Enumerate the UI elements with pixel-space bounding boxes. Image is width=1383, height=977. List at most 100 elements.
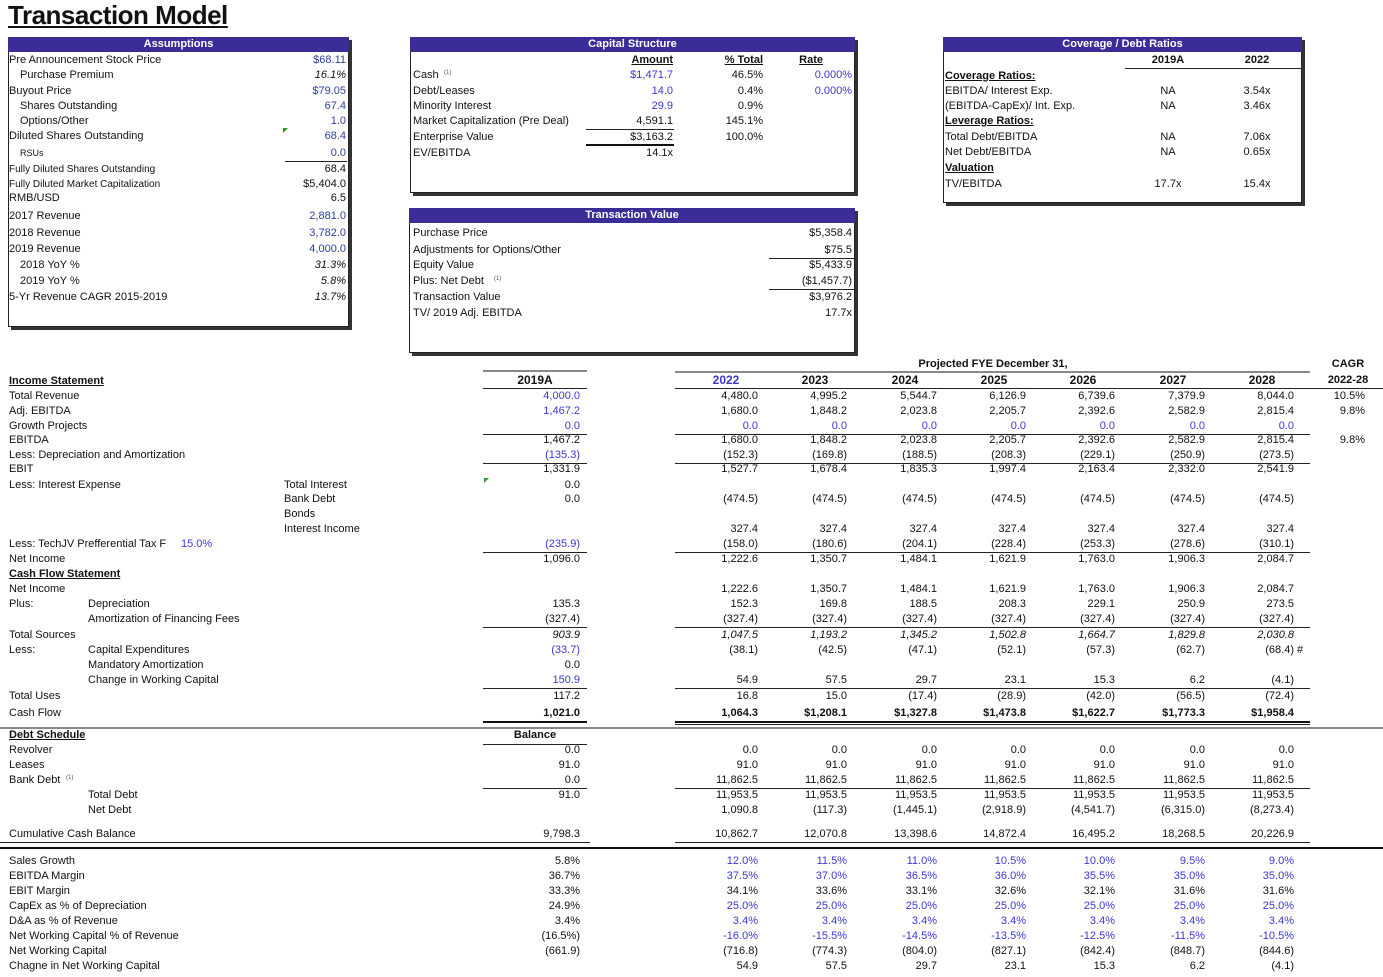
projected-value: 327.4 — [1177, 523, 1205, 535]
divider-line — [0, 727, 1383, 729]
projected-value: 15.3 — [1093, 674, 1115, 686]
projected-value: (6,315.0) — [1160, 804, 1205, 816]
projected-value: (474.5) — [812, 493, 847, 505]
actual-2019-value: 1,096.0 — [543, 553, 580, 565]
projected-value: 11,862.5 — [1072, 774, 1115, 786]
projected-value: 0.0 — [1099, 744, 1115, 756]
projected-value: 327.4 — [730, 523, 758, 535]
comment-indicator-icon[interactable] — [484, 478, 489, 483]
divider-line — [483, 370, 587, 372]
divider-line — [675, 842, 1310, 843]
row-label: Sales Growth — [9, 855, 76, 867]
projected-value: 1,047.5 — [721, 629, 758, 641]
assumption-label: Fully Diluted Shares Outstanding — [9, 164, 156, 175]
projected-value: (327.4) — [1259, 613, 1294, 625]
row-sublabel: Depreciation — [88, 598, 150, 610]
projected-value: $1,473.8 — [983, 707, 1026, 719]
transaction-value: 17.7x — [825, 307, 852, 319]
transaction-row-label: Equity Value — [413, 259, 474, 271]
projected-value: 0.0 — [1099, 420, 1115, 432]
projected-value: 35.0% — [1262, 870, 1294, 882]
projected-value: 4,995.2 — [810, 390, 847, 402]
assumption-label: RSUs — [20, 148, 44, 158]
projected-value: (68.4) — [1265, 644, 1294, 656]
coverage-2019a-value: NA — [1160, 100, 1176, 112]
projected-value: 54.9 — [736, 674, 758, 686]
projected-value: $1,327.8 — [894, 707, 937, 719]
projected-value: $1,622.7 — [1072, 707, 1115, 719]
projected-value: 16.8 — [736, 690, 758, 702]
capital-row-label: Cash — [413, 69, 439, 81]
projected-value: 2,023.8 — [900, 434, 937, 446]
projected-value: $1,958.4 — [1251, 707, 1294, 719]
comment-indicator-icon[interactable] — [283, 128, 288, 133]
projected-value: (4.1) — [1271, 674, 1294, 686]
row-detail-label: Interest Income — [284, 523, 360, 535]
coverage-2022-value: 15.4x — [1243, 178, 1271, 190]
actual-2019-value: (33.7) — [551, 644, 580, 656]
cagr-value: # — [1297, 644, 1304, 656]
projected-value: 11,953.5 — [894, 789, 937, 801]
projected-period-title: Projected FYE December 31, — [918, 358, 1068, 370]
projected-value: 0.0 — [742, 420, 758, 432]
projected-value: 6,126.9 — [989, 390, 1026, 402]
projected-value: -15.5% — [812, 930, 847, 942]
projected-value: 35.0% — [1173, 870, 1205, 882]
row-sublabel: Amortization of Financing Fees — [88, 613, 240, 625]
actual-2019-value: 0.0 — [564, 774, 580, 786]
assumption-value: 6.5 — [330, 192, 346, 204]
projected-value: 91.0 — [1004, 759, 1026, 771]
projected-value: 2,582.9 — [1168, 434, 1205, 446]
projected-value: 11,862.5 — [894, 774, 937, 786]
projected-value: 3.4% — [821, 915, 847, 927]
projected-value: 3.4% — [1089, 915, 1115, 927]
assumption-value: 3,782.0 — [309, 227, 346, 239]
divider-line — [675, 388, 1310, 389]
actual-2019-value: 4,000.0 — [543, 390, 580, 402]
projected-value: 0.0 — [831, 744, 847, 756]
assumption-value: 31.3% — [314, 259, 346, 271]
projected-value: 2,541.9 — [1257, 463, 1294, 475]
actual-2019-value: (16.5%) — [541, 930, 580, 942]
assumption-label: Fully Diluted Market Capitalization — [9, 179, 161, 190]
projected-value: (273.5) — [1259, 449, 1294, 461]
row-sublabel: Mandatory Amortization — [88, 659, 204, 671]
projected-value: 327.4 — [1266, 523, 1294, 535]
divider-line — [483, 388, 587, 389]
projected-value: 18,268.5 — [1162, 828, 1205, 840]
capital-pct-total: 145.1% — [725, 115, 763, 127]
projected-value: 4,480.0 — [721, 390, 758, 402]
projected-value: (52.1) — [997, 644, 1026, 656]
divider-line — [769, 289, 854, 290]
projected-value: 1,997.4 — [989, 463, 1026, 475]
assumptions-header: Assumptions — [8, 37, 349, 52]
projected-value: (2,918.9) — [981, 804, 1026, 816]
projected-value: 11,862.5 — [1162, 774, 1205, 786]
divider-line — [285, 161, 347, 162]
projected-value: 5,544.7 — [900, 390, 937, 402]
actual-2019-value: 3.4% — [554, 915, 580, 927]
projected-year-header: 2022 — [712, 373, 740, 387]
projected-value: 11.0% — [906, 855, 937, 867]
projected-value: (827.1) — [991, 945, 1026, 957]
projected-value: 15.3 — [1093, 960, 1115, 972]
row-label: Bank Debt — [9, 774, 61, 786]
transaction-row-label: Purchase Price — [413, 227, 488, 239]
section-heading: Income Statement — [9, 375, 104, 387]
actual-2019-value: 135.3 — [552, 598, 580, 610]
projected-value: 3.4% — [732, 915, 758, 927]
projected-value: 1,350.7 — [810, 553, 847, 565]
transaction-value: $5,358.4 — [809, 227, 852, 239]
projected-value: -10.5% — [1259, 930, 1294, 942]
projected-value: 11,862.5 — [983, 774, 1026, 786]
footnote-marker: (1) — [494, 276, 502, 282]
projected-value: (250.9) — [1170, 449, 1205, 461]
projected-value: 16,495.2 — [1072, 828, 1115, 840]
divider-line — [0, 847, 1383, 849]
actual-2019-value: 117.2 — [553, 690, 580, 702]
projected-value: 1,835.3 — [900, 463, 937, 475]
row-label: Less: — [9, 644, 36, 656]
assumption-value: $5,404.0 — [303, 178, 346, 190]
projected-value: 1,222.6 — [721, 553, 758, 565]
divider-line — [675, 724, 1310, 725]
